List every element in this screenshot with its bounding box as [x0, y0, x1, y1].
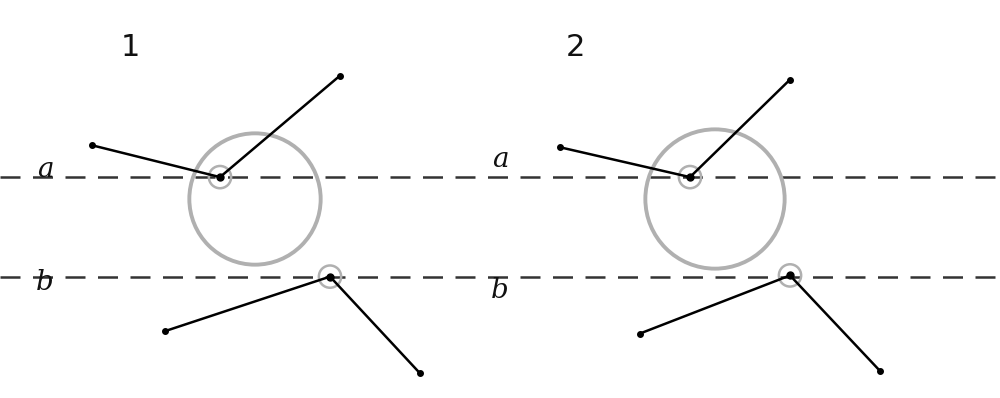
Text: b: b [491, 277, 509, 304]
Text: 2: 2 [565, 33, 585, 62]
Text: 1: 1 [120, 33, 140, 62]
Text: a: a [37, 156, 53, 183]
Text: b: b [36, 269, 54, 296]
Text: a: a [492, 146, 508, 173]
